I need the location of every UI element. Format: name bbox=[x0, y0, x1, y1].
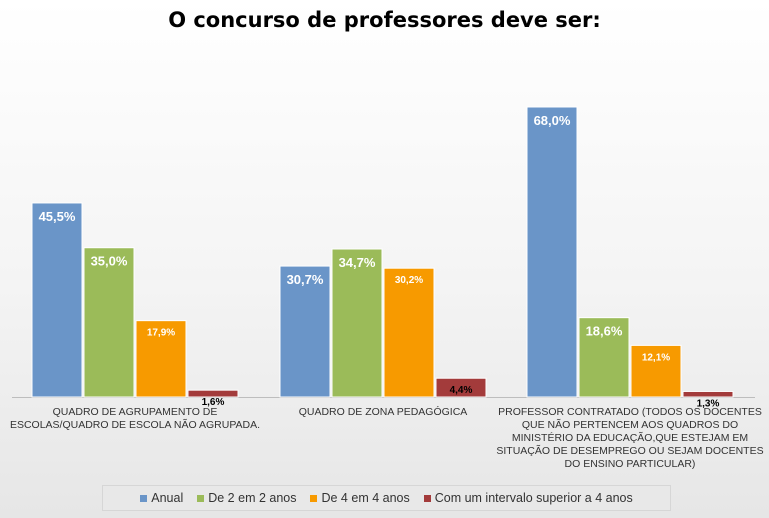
legend-label-2: De 2 em 2 anos bbox=[208, 491, 297, 505]
data-label-3-3: 12,1% bbox=[642, 352, 670, 363]
legend-swatch-1 bbox=[140, 494, 148, 502]
category-label-3-line-4: SITUAÇÃO DE DESEMPREGO OU SEJAM DOCENTES bbox=[496, 444, 763, 457]
bar-2-1 bbox=[279, 265, 331, 398]
bar-3-4 bbox=[682, 390, 734, 398]
legend-swatch-3 bbox=[310, 494, 318, 502]
data-label-1-3: 17,9% bbox=[147, 328, 175, 339]
legend-item-1: Anual bbox=[140, 491, 183, 505]
data-label-2-3: 30,2% bbox=[395, 275, 423, 286]
category-label-3-line-1: PROFESSOR CONTRATADO (TODOS OS DOCENTES bbox=[498, 406, 762, 418]
bar-2-4 bbox=[435, 377, 487, 398]
category-label-3-line-2: QUE NÃO PERTENCEM AOS QUADROS DO bbox=[522, 418, 738, 431]
legend-swatch-4 bbox=[423, 494, 431, 502]
category-label-2-line-1: QUADRO DE ZONA PEDAGÓGICA bbox=[299, 405, 468, 418]
category-label-1-line-2: ESCOLAS/QUADRO DE ESCOLA NÃO AGRUPADA. bbox=[10, 418, 260, 431]
data-label-2-1: 30,7% bbox=[287, 272, 324, 287]
bar-2-3 bbox=[383, 267, 435, 398]
chart-plot: 45,5% 35,0% 17,9% 1,6%QUADRO DE AGRUPAMENTO… bbox=[10, 106, 764, 470]
data-label-2-4: 4,4% bbox=[450, 385, 473, 396]
legend-label-3: De 4 em 4 anos bbox=[321, 491, 410, 505]
data-label-1-1: 45,5% bbox=[39, 209, 76, 224]
data-label-3-2: 18,6% bbox=[586, 324, 623, 339]
bar-1-4 bbox=[187, 389, 239, 398]
bar-1-2 bbox=[83, 247, 135, 398]
bar-3-2 bbox=[578, 317, 630, 398]
data-label-2-2: 34,7% bbox=[339, 255, 376, 270]
data-label-1-4: 1,6% bbox=[202, 397, 225, 408]
data-label-3-1: 68,0% bbox=[534, 113, 571, 128]
category-label-3-line-3: MINISTÉRIO DA EDUCAÇÃO,QUE ESTEJAM EM bbox=[512, 431, 748, 444]
bar-2-2 bbox=[331, 248, 383, 398]
data-label-1-2: 35,0% bbox=[91, 254, 128, 269]
category-label-1-line-1: QUADRO DE AGRUPAMENTO DE bbox=[53, 406, 218, 418]
chart-title: O concurso de professores deve ser: bbox=[168, 8, 601, 32]
bar-1-3 bbox=[135, 320, 187, 398]
chart-legend: Anual De 2 em 2 anos De 4 em 4 anos Com um … bbox=[102, 485, 671, 511]
category-label-3-line-5: DO ENSINO PARTICULAR) bbox=[565, 458, 696, 470]
bar-1-1 bbox=[31, 202, 83, 398]
legend-swatch-2 bbox=[197, 494, 205, 502]
legend-label-1: Anual bbox=[151, 491, 184, 505]
legend-item-4: Com um intervalo superior a 4 anos bbox=[423, 491, 633, 505]
bar-3-3 bbox=[630, 344, 682, 398]
bar-3-1 bbox=[526, 106, 578, 398]
legend-item-3: De 4 em 4 anos bbox=[310, 491, 410, 505]
data-label-3-4: 1,3% bbox=[697, 398, 720, 409]
legend-item-2: De 2 em 2 anos bbox=[197, 491, 296, 505]
legend-label-4: Com um intervalo superior a 4 anos bbox=[434, 491, 633, 505]
